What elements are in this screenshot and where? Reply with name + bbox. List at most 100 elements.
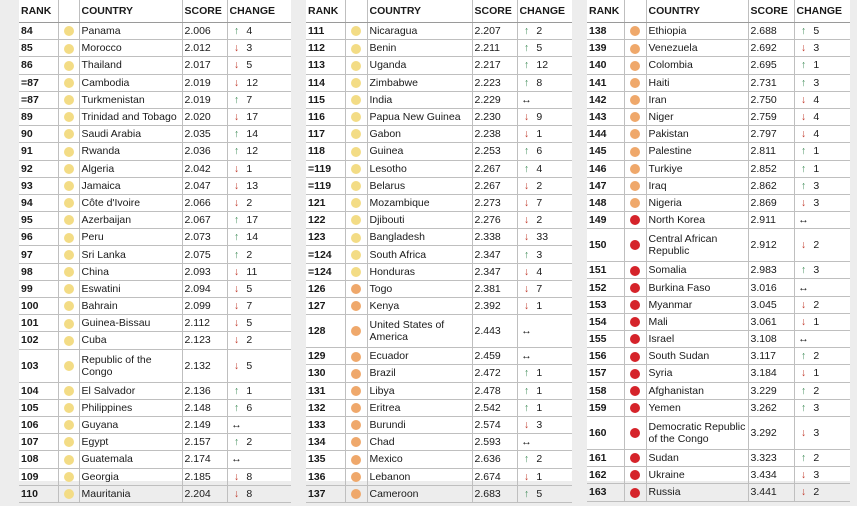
level-cell	[623, 483, 647, 502]
change-cell: ↑ 3	[794, 177, 850, 195]
table-row: 134 Chad 2.593 ↔	[306, 433, 572, 452]
level-dot-icon	[351, 454, 361, 465]
country-cell: Rwanda	[79, 142, 183, 161]
level-dot-icon	[351, 146, 361, 157]
level-dot-icon	[63, 198, 74, 209]
table-row: 90 Saudi Arabia 2.035 ↑ 14	[19, 125, 291, 144]
country-cell: Zimbabwe	[367, 74, 473, 92]
level-cell	[623, 313, 647, 332]
level-cell	[344, 297, 368, 316]
change-cell: ↓ 1	[794, 313, 850, 332]
table-row: 99 Eswatini 2.094 ↓ 5	[19, 280, 291, 299]
table-row: 93 Jamaica 2.047 ↓ 13	[19, 177, 291, 195]
rank-cell: 141	[587, 74, 624, 92]
rank-cell: 155	[587, 330, 624, 349]
rank-cell: 101	[19, 314, 58, 333]
rank-cell: 92	[19, 160, 58, 178]
change-value: 1	[813, 145, 820, 158]
change-cell: ↓ 2	[227, 194, 291, 213]
change-cell: ↓ 3	[517, 416, 572, 435]
country-cell: El Salvador	[79, 382, 183, 400]
change-value: 7	[536, 196, 543, 209]
rank-cell: 158	[587, 382, 624, 400]
country-cell: Central African Republic	[646, 228, 749, 263]
table-row: 148 Nigeria 2.869 ↓ 3	[587, 194, 850, 213]
arrow-down-icon: ↓	[523, 214, 530, 227]
change-cell: ↓ 3	[794, 416, 850, 450]
table-row: 153 Myanmar 3.045 ↓ 2	[587, 296, 850, 314]
score-cell: 2.132	[182, 349, 228, 383]
change-cell: ↑ 4	[517, 160, 572, 178]
level-cell	[344, 56, 368, 75]
level-dot-icon	[63, 249, 74, 260]
table-row: 157 Syria 3.184 ↓ 1	[587, 364, 850, 383]
table-row: 114 Zimbabwe 2.223 ↑ 8	[306, 74, 572, 92]
arrow-up-icon: ↑	[233, 214, 240, 227]
country-cell: Ethiopia	[646, 22, 749, 41]
arrow-down-icon: ↓	[800, 111, 807, 124]
change-cell: ↓ 2	[794, 483, 850, 502]
score-cell: 2.067	[182, 211, 228, 230]
change-value: 2	[813, 384, 820, 397]
level-cell	[344, 211, 368, 230]
arrow-up-icon: ↑	[233, 128, 240, 141]
rank-cell: 121	[306, 194, 345, 213]
rank-header: RANK	[19, 0, 58, 23]
table-row: 117 Gabon 2.238 ↓ 1	[306, 125, 572, 144]
change-cell: ↓ 2	[517, 177, 572, 195]
change-value: 3	[813, 179, 820, 192]
score-cell: 2.472	[472, 364, 518, 383]
country-cell: Lesotho	[367, 160, 473, 178]
level-dot-icon	[63, 284, 74, 295]
country-cell: Democratic Republic of the Congo	[646, 416, 749, 450]
country-cell: China	[79, 263, 183, 281]
country-cell: Burundi	[367, 416, 473, 435]
change-value: 3	[813, 469, 820, 482]
score-cell: 2.229	[472, 91, 518, 109]
level-dot-icon	[630, 95, 640, 106]
country-cell: Colombia	[646, 56, 749, 75]
level-dot-icon	[63, 95, 74, 106]
country-cell: Saudi Arabia	[79, 125, 183, 144]
score-cell: 2.381	[472, 280, 518, 299]
change-cell: ↑ 5	[517, 485, 572, 503]
level-dot-icon	[351, 26, 361, 37]
level-dot-icon	[351, 129, 361, 140]
table-row: 107 Egypt 2.157 ↑ 2	[19, 433, 291, 452]
table-row: 110 Mauritania 2.204 ↓ 8	[19, 485, 291, 503]
score-cell: 2.674	[472, 468, 518, 486]
arrow-down-icon: ↓	[233, 470, 240, 483]
level-dot-icon	[63, 181, 74, 191]
level-cell	[57, 468, 80, 486]
level-dot-icon	[63, 77, 74, 88]
change-cell: ↓ 2	[794, 296, 850, 314]
level-cell	[57, 177, 80, 195]
score-cell: 2.750	[748, 91, 795, 109]
level-cell	[623, 466, 647, 485]
country-cell: Brazil	[367, 364, 473, 383]
change-value: 3	[813, 196, 820, 209]
table-row: 160 Democratic Republic of the Congo 3.292…	[587, 416, 850, 450]
rank-cell: 152	[587, 278, 624, 297]
arrow-down-icon: ↓	[523, 128, 530, 141]
table-row: 113 Uganda 2.217 ↑ 12	[306, 56, 572, 75]
country-cell: Djibouti	[367, 211, 473, 230]
change-cell: ↓ 1	[517, 468, 572, 486]
arrow-left-right-icon: ↔	[798, 281, 809, 294]
table-row: 161 Sudan 3.323 ↑ 2	[587, 449, 850, 468]
change-value: 12	[246, 145, 259, 158]
arrow-up-icon: ↑	[523, 453, 530, 466]
change-value: 3	[813, 76, 820, 89]
arrow-up-icon: ↑	[800, 145, 807, 158]
level-cell	[623, 278, 647, 297]
country-cell: Honduras	[367, 263, 473, 281]
arrow-down-icon: ↓	[523, 231, 530, 244]
arrow-up-icon: ↑	[800, 179, 807, 192]
table-row: 84 Panama 2.006 ↑ 4	[19, 22, 291, 41]
score-cell: 2.797	[748, 125, 795, 144]
table-row: 141 Haiti 2.731 ↑ 3	[587, 74, 850, 92]
change-value: 1	[813, 315, 820, 328]
table-row: 133 Burundi 2.574 ↓ 3	[306, 416, 572, 435]
level-cell	[623, 382, 647, 400]
change-value: 2	[813, 239, 820, 252]
